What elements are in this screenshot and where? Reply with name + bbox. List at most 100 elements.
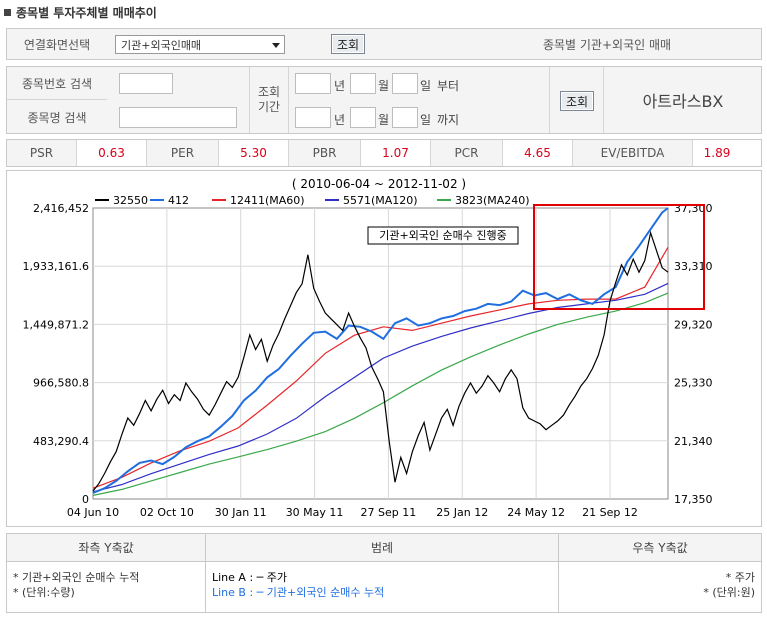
name-search-label: 종목명 검색 — [27, 111, 87, 125]
name-search-input[interactable] — [119, 107, 237, 128]
left-axis-line-1: * 기관+외국인 순매수 누적 — [13, 571, 140, 584]
from-suffix: 부터 — [437, 79, 460, 93]
from-day-unit: 일 — [420, 79, 432, 93]
link-screen-select[interactable]: 기관+외국인매매 — [115, 35, 285, 54]
right-y-tick-label: 25,330 — [674, 377, 713, 390]
legend-line-b: Line B : ─ 기관+외국인 순매수 누적 — [212, 586, 385, 599]
highlight-box — [533, 204, 705, 310]
right-axis-line-2: * (단위:원) — [703, 586, 755, 599]
series-line-3823(MA240) — [92, 292, 669, 496]
x-tick-label: 02 Oct 10 — [140, 506, 194, 519]
right-axis-info: 우측 Y축값 * 주가 * (단위:원) — [559, 534, 761, 612]
link-right-text: 종목별 기관+외국인 매매 — [542, 37, 672, 52]
from-month-unit: 월 — [378, 79, 390, 93]
right-y-tick-label: 29,320 — [674, 318, 713, 331]
right-y-tick-label: 33,310 — [674, 260, 713, 273]
pcr-value: 4.65 — [503, 140, 573, 166]
right-axis-line-1: * 주가 — [725, 571, 755, 584]
from-year-input[interactable] — [295, 73, 331, 94]
period-label: 조회 기간 — [257, 85, 281, 114]
x-tick-label: 21 Sep 12 — [582, 506, 638, 519]
investor-trend-chart: ( 2010-06-04 ~ 2012-11-02 ) 32550 412 1241… — [23, 177, 713, 519]
button-divider-right — [603, 67, 604, 133]
x-tick-label: 27 Sep 11 — [361, 506, 417, 519]
link-select-label: 연결화면선택 — [23, 37, 91, 52]
chart-ticks: 2,416,452 1,933,161.6 1,449,871.2 966,580.8… — [23, 202, 713, 519]
left-y-tick-label: 1,449,871.2 — [23, 318, 89, 331]
per-label: PER — [147, 140, 219, 166]
link-row-panel: 연결화면선택 기관+외국인매매 조회 종목별 기관+외국인 매매 — [6, 28, 762, 60]
legend-head: 범례 — [206, 534, 558, 562]
to-suffix: 까지 — [437, 113, 460, 127]
to-year-input[interactable] — [295, 107, 331, 128]
legend-info: 범례 Line A : ─ 주가 Line B : ─ 기관+외국인 순매수 누… — [206, 534, 559, 612]
pbr-value: 1.07 — [361, 140, 431, 166]
pcr-label: PCR — [431, 140, 503, 166]
legend-entry-label: 3823(MA240) — [455, 194, 530, 207]
to-day-input[interactable] — [392, 107, 418, 128]
pbr-label: PBR — [289, 140, 361, 166]
from-day-input[interactable] — [392, 73, 418, 94]
link-query-button[interactable]: 조회 — [331, 34, 365, 54]
left-y-tick-label: 0 — [82, 493, 89, 506]
chart-title: ( 2010-06-04 ~ 2012-11-02 ) — [292, 177, 466, 191]
plot-area — [92, 207, 669, 500]
left-axis-body: * 기관+외국인 순매수 누적 * (단위:수량) — [7, 562, 205, 612]
code-search-label: 종목번호 검색 — [7, 67, 107, 100]
to-month-unit: 월 — [378, 113, 390, 127]
left-y-tick-label: 2,416,452 — [33, 202, 89, 215]
to-month-input[interactable] — [350, 107, 376, 128]
chart-panel: ( 2010-06-04 ~ 2012-11-02 ) 32550 412 1241… — [6, 170, 762, 527]
page-title-text: 종목별 투자주체별 매매추이 — [16, 5, 157, 20]
chart-grid — [93, 208, 668, 499]
to-year-unit: 년 — [334, 113, 346, 127]
legend-line-a: Line A : ─ 주가 — [212, 571, 288, 584]
legend-body: Line A : ─ 주가 Line B : ─ 기관+외국인 순매수 누적 — [206, 562, 558, 612]
bottom-legend: 좌측 Y축값 * 기관+외국인 순매수 누적 * (단위:수량) 범례 Line… — [6, 533, 762, 613]
button-divider-left — [549, 67, 550, 133]
ratio-row: PSR 0.63 PER 5.30 PBR 1.07 PCR 4.65 EV/E… — [6, 139, 762, 167]
right-y-tick-label: 37,300 — [674, 202, 713, 215]
period-divider — [288, 67, 289, 133]
left-y-tick-label: 1,933,161.6 — [23, 260, 89, 273]
search-divider — [249, 67, 250, 133]
chart-series — [92, 207, 669, 496]
series-line-32550 — [92, 230, 669, 492]
code-search-input[interactable] — [119, 73, 173, 94]
search-panel: 종목번호 검색 종목명 검색 조회 기간 년 월 일 부터 년 월 일 까지 조… — [6, 66, 762, 134]
left-axis-line-2: * (단위:수량) — [13, 586, 75, 599]
link-screen-select-value: 기관+외국인매매 — [121, 38, 202, 52]
x-tick-label: 30 Jan 11 — [215, 506, 267, 519]
series-line-12411(MA60) — [92, 246, 669, 489]
series-line-5571(MA120) — [92, 282, 669, 493]
ev-ebitda-label: EV/EBITDA — [573, 140, 693, 166]
legend-entry-label: 12411(MA60) — [230, 194, 305, 207]
left-y-tick-label: 966,580.8 — [33, 377, 89, 390]
legend-entry-label: 412 — [168, 194, 189, 207]
to-day-unit: 일 — [420, 113, 432, 127]
ev-ebitda-value: 1.89 — [703, 146, 731, 160]
chevron-down-icon — [272, 43, 280, 48]
legend-entry-label: 32550 — [113, 194, 148, 207]
x-tick-label: 04 Jun 10 — [67, 506, 119, 519]
chart-annotation: 기관+외국인 순매수 진행중 — [379, 229, 507, 242]
left-y-tick-label: 483,290.4 — [33, 435, 89, 448]
left-axis-head: 좌측 Y축값 — [7, 534, 205, 562]
annotation-box — [367, 226, 519, 245]
page-title: 종목별 투자주체별 매매추이 — [4, 3, 157, 21]
title-bullet-icon — [4, 8, 11, 16]
right-y-tick-label: 21,340 — [674, 435, 713, 448]
series-line-412 — [92, 207, 669, 494]
right-y-tick-label: 17,350 — [674, 493, 713, 506]
legend-entry-label: 5571(MA120) — [343, 194, 418, 207]
x-tick-label: 25 Jan 12 — [436, 506, 488, 519]
left-axis-info: 좌측 Y축값 * 기관+외국인 순매수 누적 * (단위:수량) — [7, 534, 206, 612]
chart-legend: 32550 412 12411(MA60) 5571(MA120) 3823(MA240… — [95, 194, 530, 207]
x-tick-label: 24 May 12 — [507, 506, 565, 519]
from-month-input[interactable] — [350, 73, 376, 94]
x-tick-label: 30 May 11 — [286, 506, 344, 519]
psr-value: 0.63 — [77, 140, 147, 166]
search-query-button[interactable]: 조회 — [560, 91, 594, 111]
per-value: 5.30 — [219, 140, 289, 166]
right-axis-head: 우측 Y축값 — [559, 534, 761, 562]
